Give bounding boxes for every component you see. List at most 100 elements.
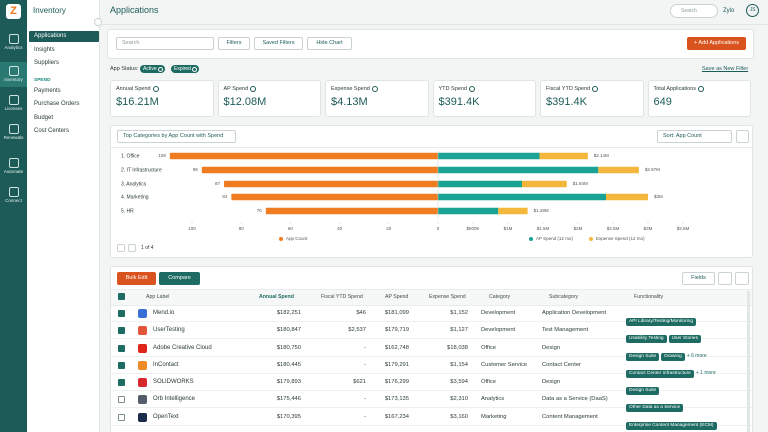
- rail-icon[interactable]: [9, 124, 19, 134]
- app-name[interactable]: SOLIDWORKS: [153, 378, 194, 385]
- chip-remove[interactable]: [157, 67, 163, 72]
- table-cell: $3,594: [450, 378, 468, 385]
- rail-label[interactable]: Analytics: [4, 45, 23, 50]
- app-name[interactable]: InContact: [153, 361, 179, 368]
- checkbox[interactable]: [118, 361, 125, 369]
- rail-label[interactable]: Inventory: [4, 77, 23, 82]
- nav-item[interactable]: Cost Centers: [34, 128, 70, 134]
- kpi-card: YTD Spend $391.4K: [432, 80, 536, 117]
- toolbar-button[interactable]: Hide Chart: [307, 37, 352, 50]
- row-divider: [111, 373, 752, 374]
- avatar[interactable]: JS: [746, 4, 759, 17]
- column-header[interactable]: Annual Spend: [259, 294, 294, 300]
- table-cell: $180,445: [276, 361, 301, 368]
- checkbox[interactable]: [118, 378, 125, 386]
- nav-item[interactable]: Suppliers: [34, 60, 60, 66]
- rail-icon[interactable]: [9, 158, 19, 168]
- rail-icon[interactable]: [9, 66, 19, 76]
- chart-dropdown[interactable]: Top Categories by App Count with Spend: [117, 130, 236, 143]
- checkbox[interactable]: [118, 293, 125, 300]
- app-name[interactable]: Orb Intelligence: [153, 395, 196, 402]
- total-label: $1.28M: [534, 208, 549, 213]
- rail-label[interactable]: Connect: [5, 198, 22, 203]
- column-header[interactable]: App Label: [146, 294, 170, 300]
- more-link[interactable]: + 6 more: [686, 353, 707, 359]
- compare-button[interactable]: Compare: [159, 272, 200, 285]
- table-cell: Test Management: [542, 326, 589, 333]
- icon-button[interactable]: [718, 272, 732, 285]
- table-cell: $179,719: [384, 326, 409, 333]
- rail-label[interactable]: Renewals: [3, 135, 24, 140]
- status-chip[interactable]: Expired: [171, 65, 199, 73]
- logo[interactable]: Z: [6, 4, 21, 19]
- column-header[interactable]: Expense Spend: [429, 294, 466, 300]
- chip-remove[interactable]: [191, 67, 197, 72]
- table-cell: Design: [542, 344, 561, 351]
- prev-page[interactable]: [117, 244, 125, 252]
- header-divider: [100, 24, 768, 25]
- column-header[interactable]: Category: [489, 294, 511, 300]
- nav-item[interactable]: Payments: [34, 88, 61, 94]
- more-link[interactable]: + 1 more: [695, 370, 716, 376]
- add-button[interactable]: + Add Applications: [687, 37, 746, 50]
- row-divider: [111, 390, 752, 391]
- global-search[interactable]: Search: [670, 4, 718, 18]
- data-label: 96: [193, 167, 199, 172]
- rail-label[interactable]: Licenses: [4, 106, 23, 111]
- nav-panel: [27, 0, 100, 432]
- next-page[interactable]: [128, 244, 136, 252]
- table-cell: Contact Center: [542, 361, 581, 368]
- app-name[interactable]: Adobe Creative Cloud: [153, 344, 212, 351]
- tag-list: API Library/Testing/Monitoring: [626, 309, 698, 327]
- app-name[interactable]: OpenText: [153, 413, 179, 420]
- column-header[interactable]: AP Spend: [385, 294, 409, 300]
- x2-tick-label: $3.5M: [677, 226, 690, 231]
- category-label: 1. Office: [121, 153, 140, 159]
- rail-icon[interactable]: [9, 187, 19, 197]
- org-name[interactable]: Zylo: [723, 8, 735, 14]
- kpi-card: Fiscal YTD Spend $391.4K: [540, 80, 644, 117]
- sort-dropdown[interactable]: Sort: App Count: [657, 130, 732, 143]
- search-input[interactable]: Search: [116, 37, 214, 50]
- icon-button[interactable]: [735, 272, 749, 285]
- row-divider: [111, 407, 752, 408]
- table-cell: $180,750: [276, 344, 301, 351]
- toolbar-button[interactable]: Saved Filters: [254, 37, 303, 50]
- download-button[interactable]: [736, 130, 749, 143]
- checkbox[interactable]: [118, 326, 125, 334]
- status-chip[interactable]: Active: [140, 65, 165, 73]
- nav-item[interactable]: Purchase Orders: [34, 101, 80, 107]
- collapse-toggle[interactable]: [94, 18, 102, 26]
- info-icon: [250, 86, 257, 92]
- kpi-label: Total Applications: [654, 86, 704, 92]
- fields-button[interactable]: Fields: [682, 272, 715, 285]
- checkbox[interactable]: [118, 413, 125, 421]
- rail-icon[interactable]: [9, 95, 19, 105]
- column-header[interactable]: Functionality: [634, 294, 664, 300]
- column-header[interactable]: Subcategory: [549, 294, 579, 300]
- x-tick-label: 60: [288, 226, 294, 231]
- tag-list: Design Suite: [626, 378, 661, 396]
- tag: Contact Center Infrastructure: [626, 369, 694, 378]
- scrollbar: [747, 291, 750, 432]
- kpi-value: 649: [653, 96, 672, 108]
- rail-label[interactable]: Automate: [3, 169, 24, 174]
- row-divider: [111, 356, 752, 357]
- app-name[interactable]: UserTesting: [153, 326, 185, 333]
- checkbox[interactable]: [118, 309, 125, 317]
- checkbox[interactable]: [118, 395, 125, 403]
- save-filter-link[interactable]: Save as New Filter: [702, 66, 749, 72]
- app-name[interactable]: Mend.io: [153, 309, 175, 316]
- bulk-edit-button[interactable]: Bulk Edit: [117, 272, 156, 285]
- nav-item[interactable]: Applications: [29, 31, 99, 42]
- toolbar-button[interactable]: Filters: [218, 37, 250, 50]
- table-cell: $173,135: [384, 395, 409, 402]
- nav-item[interactable]: Budget: [34, 115, 54, 121]
- kpi-value: $391.4K: [546, 96, 587, 108]
- tag-list: Other Data as a Service: [626, 395, 685, 413]
- column-header[interactable]: Fiscal YTD Spend: [321, 294, 363, 300]
- checkbox[interactable]: [118, 344, 125, 352]
- rail-icon[interactable]: [9, 34, 19, 44]
- x2-tick-label: $2M: [574, 226, 583, 231]
- nav-item[interactable]: Insights: [34, 47, 55, 53]
